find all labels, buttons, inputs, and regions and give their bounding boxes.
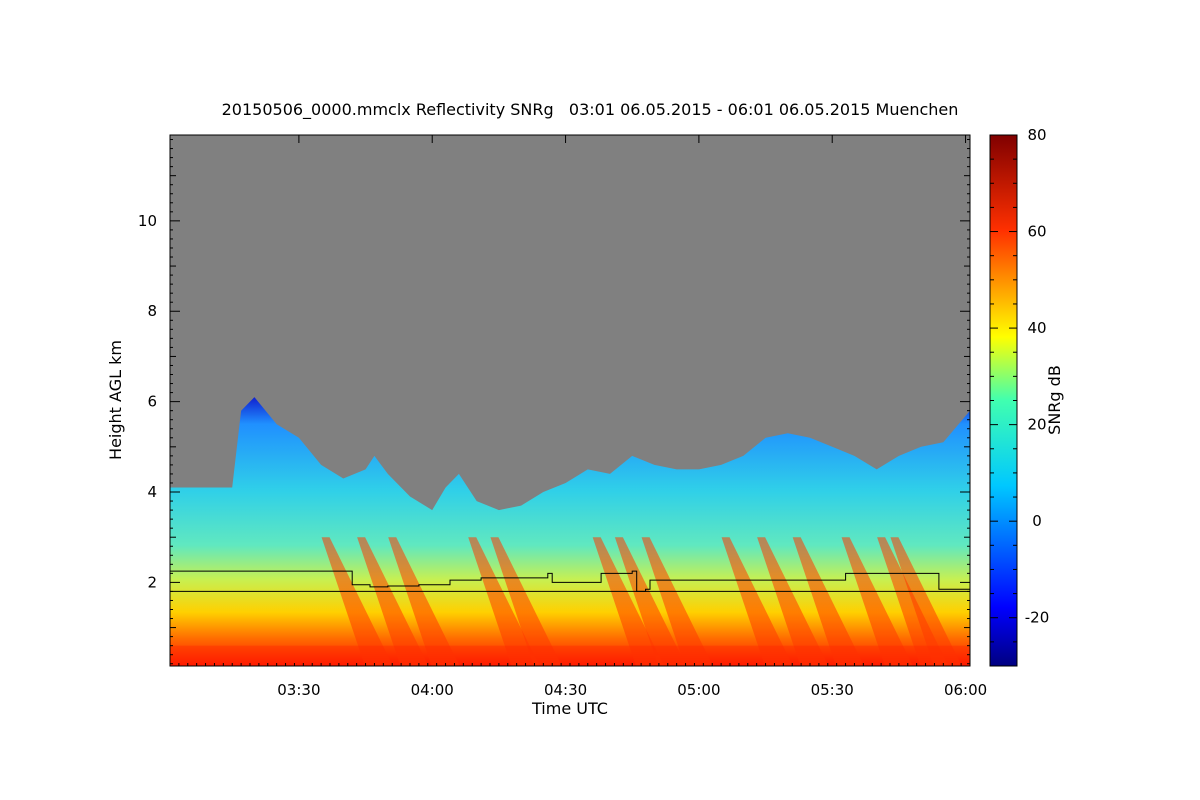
colorbar-tick-label: 80	[1027, 126, 1046, 144]
precip-streak	[841, 537, 913, 666]
precipitation-streaks	[170, 537, 970, 666]
precip-streak	[468, 537, 540, 666]
precip-streak	[490, 537, 562, 666]
surface-band	[170, 645, 970, 666]
precip-streak	[321, 537, 393, 666]
colorbar-ticks: -20 0 20 40 60 80	[990, 126, 1050, 667]
plot-area	[170, 135, 970, 666]
series-layer	[170, 570, 970, 592]
y-tick-label: 8	[147, 302, 157, 320]
colorbar-tick-label: 0	[1032, 512, 1042, 530]
precip-streak	[592, 537, 664, 666]
colorbar: -20 0 20 40 60 80 SNRg dB	[989, 126, 1064, 667]
precip-streak	[757, 537, 829, 666]
colorbar-tick-label: 60	[1027, 223, 1046, 241]
precip-streak	[388, 537, 460, 666]
precip-streak	[357, 537, 429, 666]
x-tick-label: 06:00	[944, 681, 987, 699]
y-tick-label: 6	[147, 393, 157, 411]
y-axis-title: Height AGL km	[106, 340, 125, 460]
precip-streak	[641, 537, 713, 666]
colorbar-tick-label: 40	[1027, 319, 1046, 337]
x-tick-label: 05:00	[677, 681, 720, 699]
x-axis: 03:30 04:00 04:30 05:00 05:30 06:00	[169, 135, 987, 699]
x-tick-label: 03:30	[277, 681, 320, 699]
x-tick-label: 04:30	[544, 681, 587, 699]
precip-streak	[721, 537, 793, 666]
colorbar-tick-label: 20	[1027, 416, 1046, 434]
series-line-1	[170, 570, 970, 592]
x-axis-title: Time UTC	[531, 699, 608, 718]
precip-streak	[890, 537, 962, 666]
precip-streak	[614, 537, 687, 666]
y-tick-label: 2	[147, 573, 157, 591]
colorbar-tick-label: -20	[1025, 609, 1050, 627]
y-axis: 2 4 6 8 10	[138, 139, 970, 665]
precip-streak	[792, 537, 864, 666]
chart-title: 20150506_0000.mmclx Reflectivity SNRg 03…	[222, 100, 959, 120]
colorbar-title: SNRg dB	[1045, 365, 1064, 435]
x-tick-label: 05:30	[811, 681, 854, 699]
echo-region	[170, 397, 970, 666]
colorbar-scale	[989, 134, 1018, 667]
y-tick-label: 10	[138, 212, 157, 230]
y-tick-label: 4	[147, 483, 157, 501]
x-tick-label: 04:00	[411, 681, 454, 699]
